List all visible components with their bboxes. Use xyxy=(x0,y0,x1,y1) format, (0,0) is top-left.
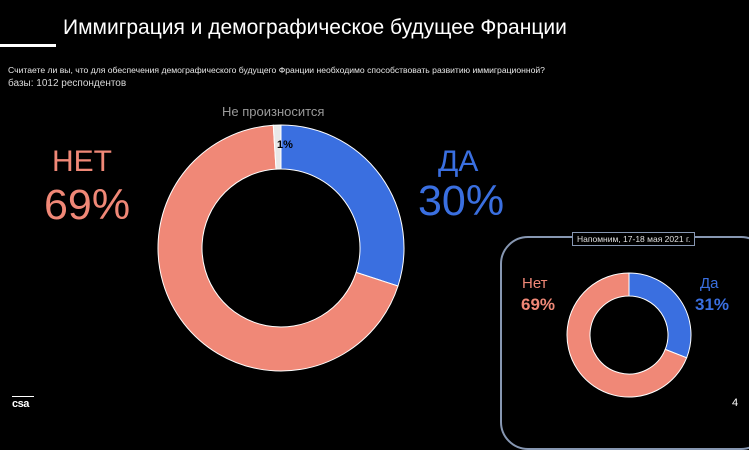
main-donut-slice-0 xyxy=(157,124,399,372)
logo-text: csa xyxy=(12,398,29,410)
page-number: 4 xyxy=(732,397,739,409)
survey-question: Считаете ли вы, что для обеспечения демо… xyxy=(8,65,545,75)
recall-no-percent: 69% xyxy=(521,295,556,314)
yes-percent: 30% xyxy=(418,177,505,225)
na-label: Не произносится xyxy=(222,104,325,119)
charts-canvas xyxy=(157,124,692,398)
main-donut-slice-2 xyxy=(272,124,282,170)
recall-frame xyxy=(500,236,749,450)
main-donut-chart xyxy=(157,124,405,372)
recall-yes-percent: 31% xyxy=(695,295,730,314)
title-accent-bar xyxy=(0,44,56,47)
no-label: НЕТ xyxy=(52,145,112,178)
recall-yes-label: Да xyxy=(700,275,719,292)
main-donut-slice-1 xyxy=(280,124,405,287)
survey-base: базы: 1012 респондентов xyxy=(8,78,127,89)
page-title: Иммиграция и демографическое будущее Фра… xyxy=(63,16,567,39)
no-percent: 69% xyxy=(44,181,131,229)
recall-caption: Напомним, 17-18 мая 2021 г. xyxy=(572,232,696,246)
logo-line xyxy=(12,396,34,397)
recall-donut-chart xyxy=(566,272,692,398)
recall-donut-slice-0 xyxy=(566,272,688,398)
yes-label: ДА xyxy=(438,145,479,178)
recall-no-label: Нет xyxy=(522,275,548,292)
na-percent: 1% xyxy=(277,139,293,151)
